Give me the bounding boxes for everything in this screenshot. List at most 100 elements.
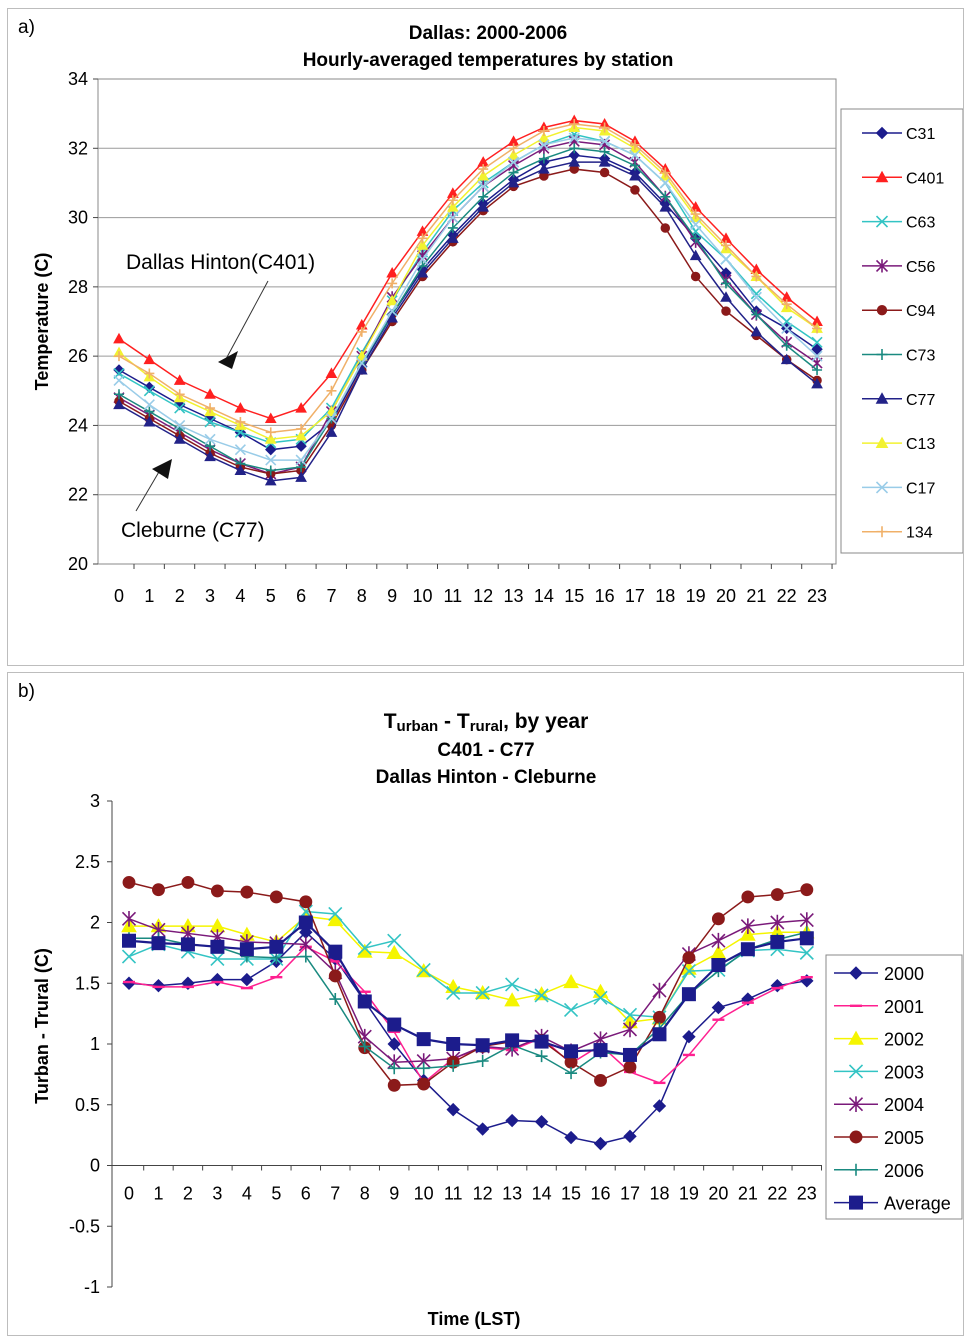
chart-title: Dallas: 2000-2006 <box>409 23 567 44</box>
data-point <box>690 233 701 244</box>
data-point <box>660 223 671 233</box>
chart-subtitle: C401 - C77 <box>437 740 534 761</box>
y-tick-label: -0.5 <box>69 1216 100 1236</box>
legend-item-2004: 2004 <box>834 1095 924 1115</box>
data-point <box>326 385 337 396</box>
data-point <box>265 454 277 466</box>
data-point <box>143 385 155 397</box>
data-point <box>386 266 398 278</box>
series-line <box>128 931 807 1145</box>
data-point <box>356 326 367 337</box>
x-tick-label: 12 <box>473 1184 493 1204</box>
data-point <box>682 951 696 965</box>
data-point <box>299 950 312 963</box>
legend-item-C13: C13 <box>862 436 935 453</box>
data-point <box>750 288 762 300</box>
x-tick-label: 1 <box>153 1184 163 1204</box>
x-tick-label: 9 <box>389 1184 399 1204</box>
data-point <box>599 135 611 147</box>
legend-marker <box>875 126 889 140</box>
legend-marker <box>876 305 888 316</box>
plot-area <box>97 78 837 565</box>
data-point <box>204 388 216 399</box>
data-point <box>478 191 489 202</box>
data-point <box>296 462 307 472</box>
series-2000 <box>122 925 814 1151</box>
data-point <box>770 914 785 931</box>
legend-marker <box>849 1130 863 1144</box>
y-tick-label: 28 <box>68 277 88 297</box>
data-point <box>446 1102 460 1117</box>
legend-item-C17: C17 <box>862 480 935 497</box>
data-point <box>295 454 307 466</box>
data-point <box>325 367 338 378</box>
data-point <box>234 464 247 475</box>
x-tick-label: 19 <box>679 1184 699 1204</box>
data-point <box>173 433 186 444</box>
data-point <box>386 305 398 317</box>
x-tick-label: 20 <box>716 586 736 606</box>
title-part: urban <box>397 718 439 735</box>
data-point <box>475 1122 490 1136</box>
series-line <box>118 147 818 472</box>
data-point <box>660 167 671 178</box>
data-point <box>538 139 550 151</box>
data-point <box>629 149 641 161</box>
data-point <box>568 132 580 144</box>
data-point <box>535 1050 548 1063</box>
legend-label: 2005 <box>884 1128 924 1148</box>
x-tick-label: 22 <box>767 1184 787 1204</box>
x-tick-label: 16 <box>591 1184 611 1204</box>
data-point <box>682 1030 696 1044</box>
legend-box <box>825 954 963 1220</box>
x-tick-label: 23 <box>797 1184 817 1204</box>
series-Average <box>122 915 814 1062</box>
data-point <box>144 406 155 417</box>
x-tick-label: 13 <box>502 1184 522 1204</box>
data-point <box>599 122 610 133</box>
legend-label: C31 <box>906 126 935 143</box>
data-point <box>386 944 403 959</box>
x-tick-label: 18 <box>649 1184 669 1204</box>
data-point <box>174 402 186 414</box>
data-point <box>781 299 792 310</box>
x-tick-label: 10 <box>414 1184 434 1204</box>
data-point <box>295 440 307 452</box>
data-point <box>446 985 461 1001</box>
x-tick-label: 10 <box>412 586 432 606</box>
legend-box <box>840 108 963 554</box>
data-point <box>386 294 398 306</box>
data-point <box>387 1037 401 1051</box>
x-tick-label: 21 <box>738 1184 758 1204</box>
data-point <box>298 936 313 953</box>
y-tick-label: 1 <box>90 1034 100 1054</box>
data-point <box>122 875 136 889</box>
x-tick-label: 11 <box>444 1184 463 1204</box>
data-point <box>564 1044 579 1059</box>
data-point <box>538 153 549 164</box>
x-tick-label: 18 <box>655 586 675 606</box>
data-point <box>505 1033 520 1048</box>
legend-label: C56 <box>906 259 935 276</box>
y-tick-label: 1.5 <box>75 973 100 993</box>
data-point <box>508 143 519 154</box>
data-point <box>720 253 732 265</box>
data-point <box>629 169 641 181</box>
data-point <box>204 450 216 462</box>
annotation-label: Cleburne (C77) <box>121 519 265 542</box>
legend-label: 2006 <box>884 1161 924 1181</box>
data-point <box>659 177 671 189</box>
x-tick-label: 17 <box>620 1184 640 1204</box>
data-point <box>447 201 459 212</box>
data-point <box>235 416 246 427</box>
data-point <box>113 398 125 410</box>
x-tick-label: 13 <box>504 586 524 606</box>
data-point <box>264 474 277 486</box>
series-line <box>128 945 808 1085</box>
x-tick-label: 4 <box>235 586 245 606</box>
legend-item-134: 134 <box>862 525 933 542</box>
data-point <box>173 374 186 385</box>
data-point <box>812 365 823 375</box>
data-point <box>594 1074 607 1087</box>
legend-label: 134 <box>906 525 933 542</box>
